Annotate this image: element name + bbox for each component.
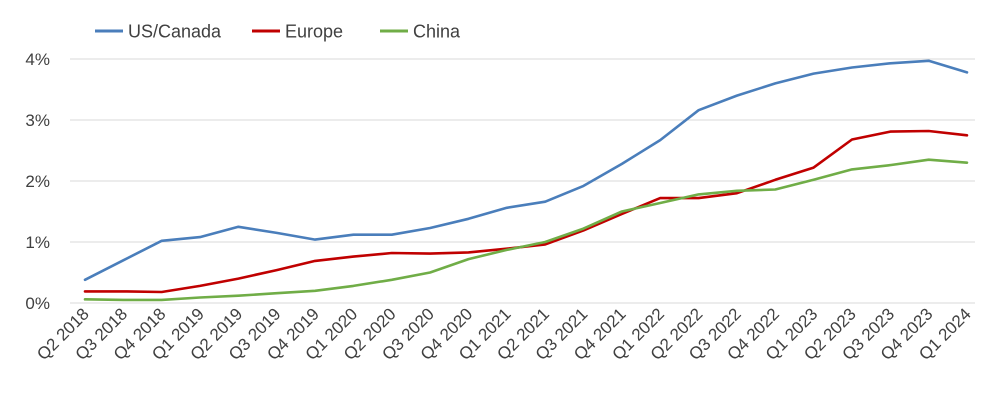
series-line-europe <box>83 129 969 294</box>
y-tick-label: 1% <box>25 233 50 252</box>
gridlines <box>70 58 975 304</box>
y-tick-label: 3% <box>25 111 50 130</box>
series-line-us-canada <box>83 59 969 282</box>
legend: US/Canada Europe China <box>95 22 461 42</box>
series-lines <box>83 59 969 302</box>
y-tick-label: 0% <box>25 294 50 313</box>
y-tick-label: 4% <box>25 50 50 69</box>
y-axis-ticks: 0% 1% 2% 3% 4% <box>25 50 50 313</box>
legend-label-europe: Europe <box>285 22 343 42</box>
legend-label-us-canada: US/Canada <box>128 22 222 42</box>
legend-label-china: China <box>413 22 461 42</box>
series-line-china <box>83 158 969 302</box>
y-tick-label: 2% <box>25 172 50 191</box>
